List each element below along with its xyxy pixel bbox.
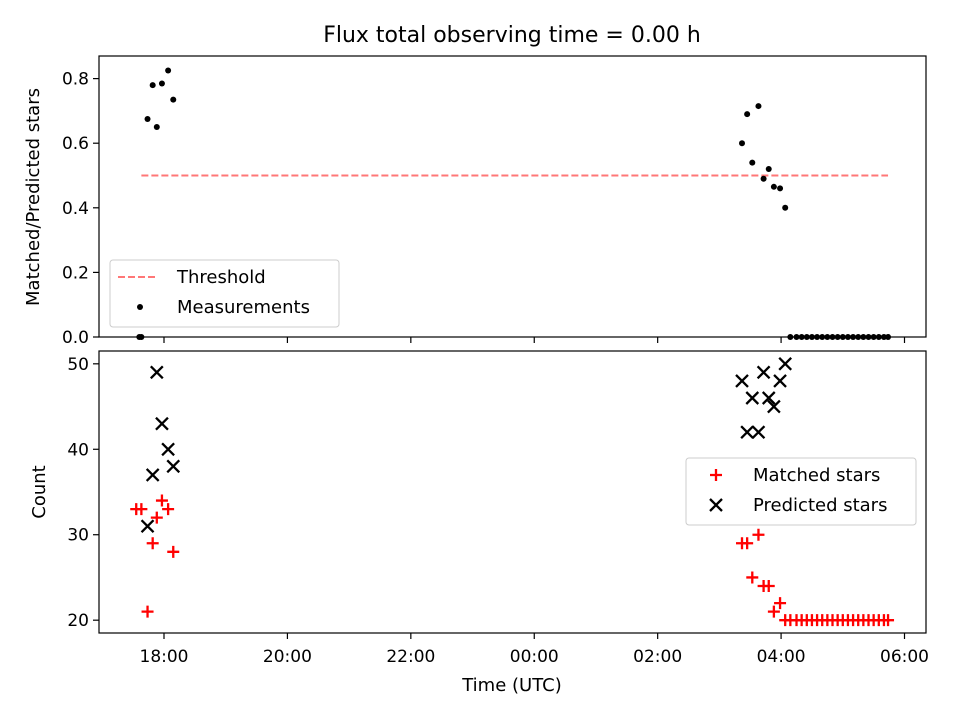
predicted-star-point [751,425,766,439]
matched-star-point [746,571,759,584]
matched-star-point [135,503,148,516]
measurement-point [739,140,746,147]
top-y-tick-label: 0.4 [62,199,89,219]
predicted-star-point [756,365,771,380]
predicted-star-point [778,357,793,371]
predicted-star-point [161,442,175,457]
matched-star-point [150,511,163,524]
top-legend-box [109,259,340,328]
measurement-point [765,166,772,173]
predicted-star-point [767,399,781,414]
legend-label: Threshold [176,267,266,288]
matched-star-point [141,605,154,618]
matched-star-point [741,537,754,550]
measurement-point [153,124,160,131]
matched-star-point [767,605,780,618]
matched-star-point [162,503,175,516]
matched-star-point [882,614,895,627]
x-tick-label: 00:00 [510,647,559,667]
top-y-axis-label: Matched/Predicted stars [23,88,44,306]
matched-star-point [167,545,180,558]
matched-star-point [774,597,787,610]
x-tick-label: 04:00 [757,647,806,667]
legend-label: Measurements [177,297,310,318]
x-tick-label: 06:00 [880,647,929,667]
bottom-legend-box [685,457,917,526]
top-y-tick-label: 0.6 [62,134,89,154]
bottom-y-tick-label: 40 [67,440,89,460]
legend-matched-swatch [710,469,722,481]
top-legend: Threshold Measurements [109,259,340,328]
bottom-y-tick-label: 50 [67,355,89,375]
measurement-point [144,115,151,122]
predicted-star-point [745,391,760,405]
predicted-star-point [735,374,749,388]
measurement-point [744,111,751,118]
measurement-point [149,82,156,89]
legend-label: Predicted stars [753,495,887,516]
predicted-star-point [140,519,155,533]
x-tick-label: 02:00 [633,647,682,667]
plot-area: 0.0 0.2 0.4 0.6 0.8 Threshold Measurements 20 30… [62,55,929,667]
measurement-point [749,159,756,166]
bottom-y-tick-label: 20 [67,611,89,631]
predicted-star-point [761,391,776,405]
measurement-point [770,183,777,190]
measurement-point [170,96,177,103]
predicted-star-point [166,459,181,474]
predicted-star-point [149,365,164,380]
top-y-tick-label: 0.8 [62,70,89,90]
bottom-y-axis-label: Count [29,465,50,518]
bottom-panel-frame [98,350,927,634]
measurement-point [760,175,767,182]
bottom-y-tick-label: 30 [67,526,89,546]
predicted-star-point [155,416,169,431]
x-tick-label: 20:00 [263,647,312,667]
measurement-point [158,80,165,87]
chart-title: Flux total observing time = 0.00 h [323,23,701,48]
predicted-star-point [773,374,787,388]
measurement-point [755,103,762,110]
measurement-point [782,204,789,211]
matched-star-point [762,580,775,592]
predicted-star-point [145,468,160,482]
matched-star-point [146,537,159,550]
x-tick-label: 22:00 [386,647,435,667]
top-y-tick-label: 0.0 [62,328,89,348]
top-panel-frame [98,55,927,338]
measurement-point [777,185,784,192]
x-axis-label: Time (UTC) [461,675,562,696]
bottom-legend: Matched stars Predicted stars [685,457,917,526]
top-y-tick-label: 0.2 [62,263,89,283]
legend-measurements-swatch [137,304,143,310]
matched-star-point [752,528,765,541]
measurement-point [165,67,172,74]
legend-predicted-swatch [709,498,723,512]
x-tick-label: 18:00 [140,647,189,667]
matched-star-point [155,494,168,507]
predicted-star-point [740,425,754,439]
legend-label: Matched stars [753,465,880,486]
